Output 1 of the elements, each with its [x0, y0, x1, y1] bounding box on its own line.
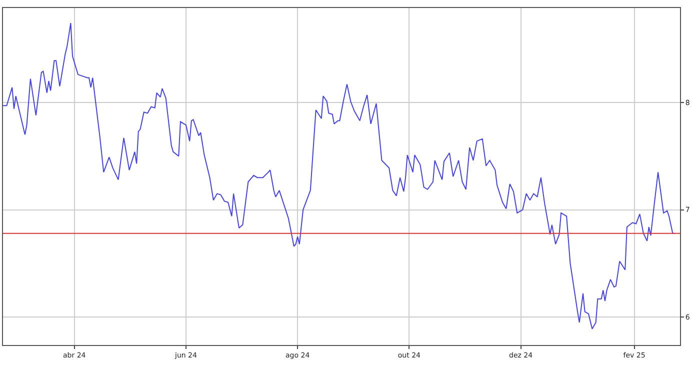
line-series [3, 22, 676, 330]
